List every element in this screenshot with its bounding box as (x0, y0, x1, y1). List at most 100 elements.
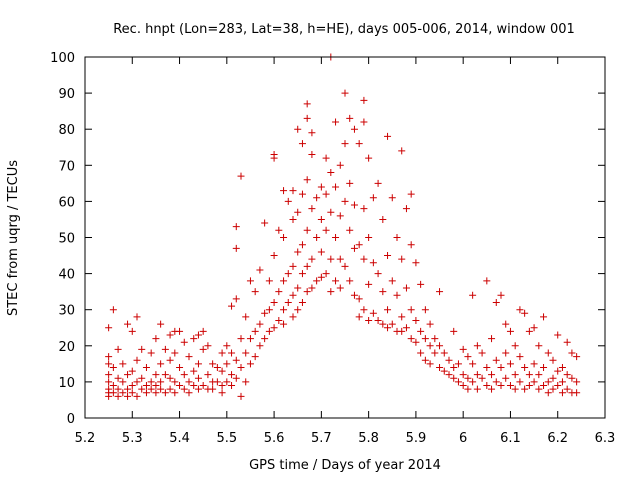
data-point (289, 291, 297, 299)
data-points (105, 53, 581, 400)
data-point (317, 273, 325, 281)
data-point (365, 317, 373, 325)
data-point (218, 389, 226, 397)
data-point (336, 161, 344, 169)
data-point (176, 382, 184, 390)
data-point (558, 378, 566, 386)
data-point (341, 262, 349, 270)
data-point (185, 389, 193, 397)
data-point (346, 226, 354, 234)
data-point (109, 306, 117, 314)
data-point (237, 172, 245, 180)
data-point (336, 284, 344, 292)
x-tick-label: 5.5 (216, 431, 237, 446)
data-point (303, 288, 311, 296)
x-tick-label: 5.9 (406, 431, 427, 446)
data-point (506, 327, 514, 335)
data-point (558, 363, 566, 371)
data-point (402, 205, 410, 213)
data-point (142, 389, 150, 397)
data-point (322, 190, 330, 198)
data-point (322, 154, 330, 162)
data-point (105, 360, 113, 368)
data-point (284, 298, 292, 306)
data-point (124, 320, 132, 328)
y-tick-label: 40 (58, 268, 75, 283)
data-point (228, 382, 236, 390)
data-point (275, 226, 283, 234)
data-point (450, 374, 458, 382)
data-point (412, 317, 420, 325)
data-point (171, 349, 179, 357)
data-point (180, 385, 188, 393)
y-tick-label: 60 (58, 195, 75, 210)
data-point (128, 389, 136, 397)
x-tick-label: 5.8 (358, 431, 379, 446)
data-point (393, 291, 401, 299)
data-point (346, 277, 354, 285)
data-point (332, 277, 340, 285)
x-axis: 5.2 5.3 5.4 5.5 5.6 5.7 5.8 5.9 6 6.1 6.2 6.3 (75, 57, 615, 446)
data-point (332, 183, 340, 191)
y-tick-label: 10 (58, 376, 75, 391)
data-point (573, 378, 581, 386)
data-point (464, 374, 472, 382)
data-point (152, 389, 160, 397)
data-point (360, 205, 368, 213)
data-point (360, 118, 368, 126)
data-point (497, 363, 505, 371)
data-point (213, 378, 221, 386)
data-point (246, 360, 254, 368)
data-point (454, 360, 462, 368)
data-point (289, 187, 297, 195)
data-point (280, 277, 288, 285)
data-point (464, 353, 472, 361)
data-point (497, 382, 505, 390)
data-point (336, 255, 344, 263)
data-point (270, 298, 278, 306)
data-point (384, 252, 392, 260)
data-point (483, 277, 491, 285)
chart-title: Rec. hnpt (Lon=283, Lat=38, h=HE), days … (113, 22, 575, 37)
data-point (521, 385, 529, 393)
data-point (133, 356, 141, 364)
data-point (374, 179, 382, 187)
data-point (180, 338, 188, 346)
data-point (511, 371, 519, 379)
data-point (412, 338, 420, 346)
data-point (350, 244, 358, 252)
data-point (105, 324, 113, 332)
data-point (511, 342, 519, 350)
data-point (506, 360, 514, 368)
data-point (540, 313, 548, 321)
data-point (176, 327, 184, 335)
data-point (313, 277, 321, 285)
data-point (431, 349, 439, 357)
data-point (246, 277, 254, 285)
data-point (166, 374, 174, 382)
data-point (289, 262, 297, 270)
data-point (284, 270, 292, 278)
data-point (421, 306, 429, 314)
data-point (128, 327, 136, 335)
data-point (355, 295, 363, 303)
x-tick-label: 6.2 (547, 431, 568, 446)
data-point (360, 306, 368, 314)
data-point (270, 324, 278, 332)
data-point (492, 356, 500, 364)
y-tick-label: 30 (58, 304, 75, 319)
y-tick-label: 50 (58, 232, 75, 247)
data-point (525, 371, 533, 379)
data-point (554, 331, 562, 339)
data-point (573, 353, 581, 361)
data-point (261, 309, 269, 317)
data-point (426, 342, 434, 350)
data-point (417, 327, 425, 335)
data-point (483, 363, 491, 371)
data-point (124, 392, 132, 400)
data-point (502, 349, 510, 357)
data-point (298, 270, 306, 278)
data-point (502, 320, 510, 328)
data-point (384, 132, 392, 140)
data-point (521, 363, 529, 371)
